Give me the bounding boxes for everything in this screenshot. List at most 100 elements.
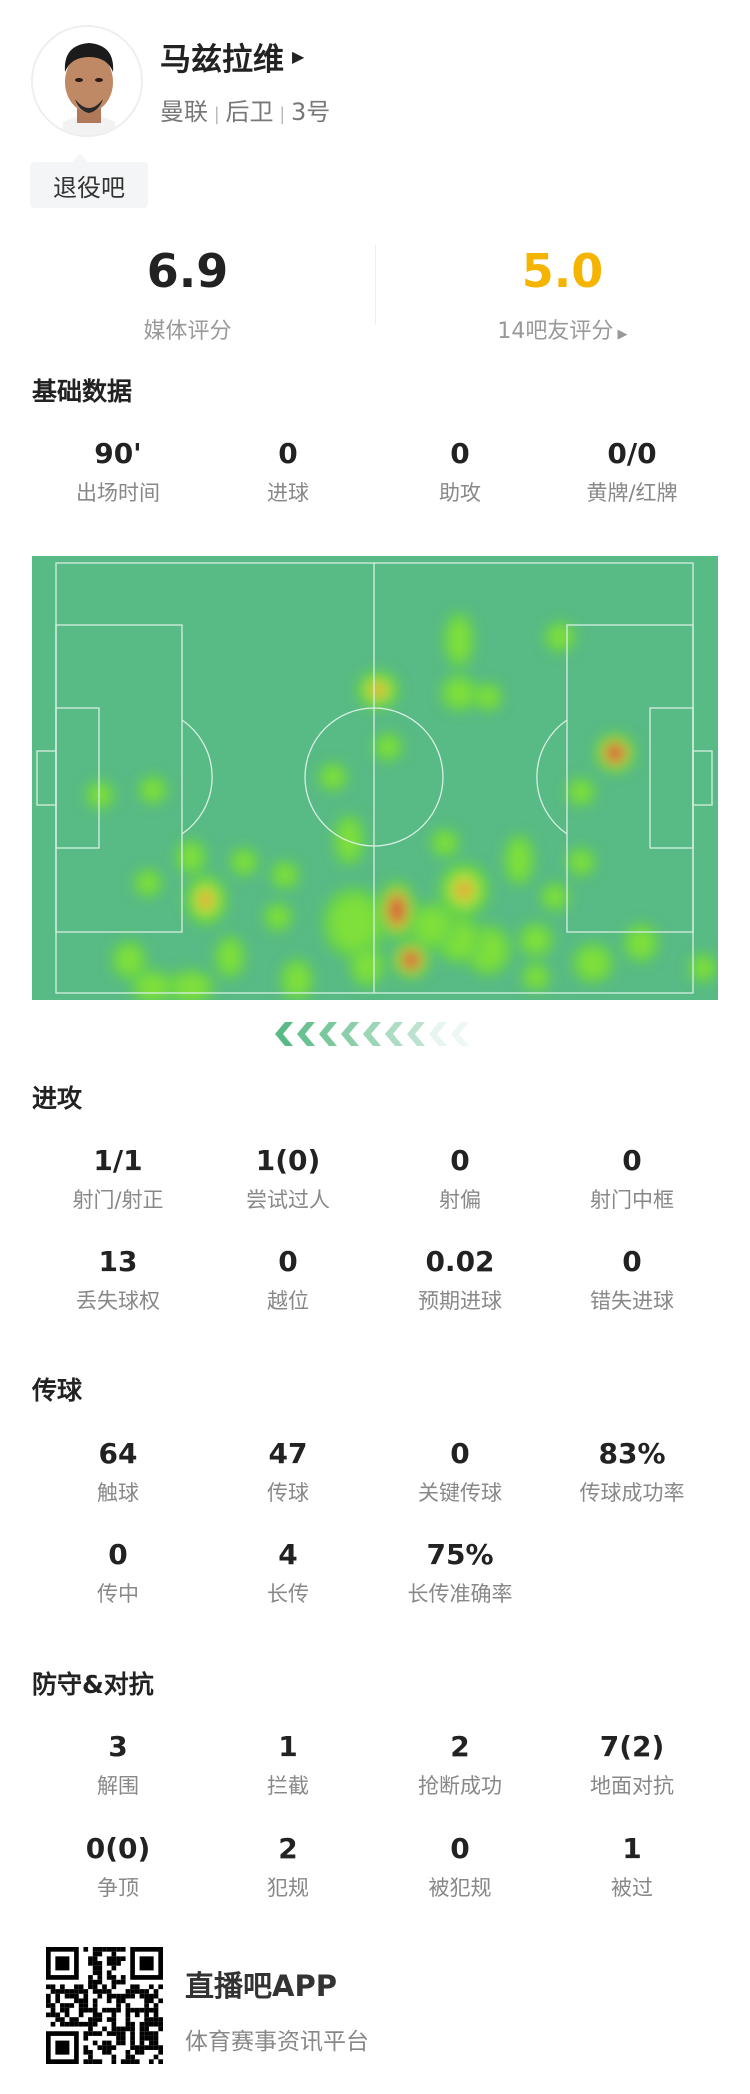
fan-rating[interactable]: 5.0 14吧友评分 ▶ [375, 243, 750, 345]
stat-label: 触球 [97, 1481, 139, 1505]
stat-label: 射门中框 [590, 1188, 674, 1212]
stat-label: 丢失球权 [76, 1289, 160, 1313]
stat-item: 0 传中 [32, 1538, 204, 1608]
stat-item: 0.02 预期进球 [374, 1245, 546, 1315]
stat-item: 75% 长传准确率 [374, 1538, 546, 1608]
stat-value: 7(2) [599, 1730, 665, 1763]
heatmap-spot [220, 942, 240, 972]
stat-item: 0 射偏 [374, 1144, 546, 1214]
stat-row: 3 解围 1 拦截 2 抢断成功 7(2) 地面对抗 [0, 1730, 750, 1800]
stat-value: 0 [450, 437, 470, 470]
stat-item: 0 射门中框 [546, 1144, 718, 1214]
section-title: 防守&对抗 [32, 1670, 154, 1699]
heatmap-spot [175, 975, 207, 999]
stat-item: 64 触球 [32, 1437, 204, 1507]
stat-item: 2 犯规 [202, 1832, 374, 1902]
heatmap-spot [139, 874, 157, 892]
stat-value: 0 [450, 1437, 470, 1470]
stat-label: 助攻 [439, 481, 481, 505]
caret-right-icon: ▶ [613, 327, 628, 342]
heatmap-spot [371, 684, 385, 696]
media-rating-value: 6.9 [146, 244, 229, 298]
stat-value: 2 [278, 1832, 298, 1865]
stat-value: 0 [450, 1832, 470, 1865]
heatmap-spot [527, 968, 545, 986]
stat-label: 关键传球 [418, 1481, 502, 1505]
chevron-left-icon [319, 1022, 337, 1046]
stat-label: 越位 [267, 1289, 309, 1313]
player-position: 后卫 [225, 98, 274, 126]
chevron-left-icon [275, 1022, 293, 1046]
stat-item: 13 丢失球权 [32, 1245, 204, 1315]
fan-comment-tag[interactable]: 退役吧 [30, 154, 148, 208]
stat-label: 射偏 [439, 1188, 481, 1212]
stat-value: 0.02 [425, 1245, 495, 1278]
player-name: 马兹拉维 [160, 42, 284, 78]
stat-row: 1/1 射门/射正 1(0) 尝试过人 0 射偏 0 射门中框 [0, 1144, 750, 1214]
fan-rating-label: 14吧友评分 ▶ [375, 313, 750, 345]
stat-label: 传球 [267, 1481, 309, 1505]
heatmap-spot [91, 786, 109, 804]
stat-row: 90' 出场时间 0 进球 0 助攻 0/0 黄牌/红牌 [0, 437, 750, 507]
heatmap-spot [416, 910, 448, 942]
section-title: 传球 [32, 1376, 83, 1405]
player-name-link[interactable]: 马兹拉维 ▶ [160, 34, 304, 79]
stat-value: 0 [108, 1538, 128, 1571]
stat-item: 0 助攻 [374, 437, 546, 507]
stat-item: 0 关键传球 [374, 1437, 546, 1507]
heatmap-spot [572, 783, 590, 801]
heatmap-spot [379, 738, 397, 756]
player-avatar[interactable] [31, 25, 143, 137]
stat-item: 1 拦截 [202, 1730, 374, 1800]
stat-row: 64 触球 47 传球 0 关键传球 83% 传球成功率 [0, 1437, 750, 1507]
heatmap-spot [509, 842, 529, 878]
stat-label: 长传准确率 [407, 1582, 513, 1606]
stat-label: 射门/射正 [72, 1188, 164, 1212]
player-photo [33, 27, 141, 135]
stat-value: 1(0) [255, 1144, 321, 1177]
heatmap-spot [479, 688, 497, 706]
heatmap-spot [331, 897, 377, 949]
stat-label: 尝试过人 [246, 1188, 330, 1212]
stat-label: 预期进球 [418, 1289, 502, 1313]
stat-item: 1(0) 尝试过人 [202, 1144, 374, 1214]
stat-value: 83% [598, 1437, 666, 1470]
heatmap-spot [389, 895, 405, 925]
stat-item: 0/0 黄牌/红牌 [546, 437, 718, 507]
stat-label: 错失进球 [590, 1289, 674, 1313]
chevron-left-icon [429, 1022, 447, 1046]
stat-row: 0(0) 争顶 2 犯规 0 被犯规 1 被过 [0, 1832, 750, 1902]
heatmap-spot [629, 930, 653, 956]
stat-value: 1/1 [93, 1144, 143, 1177]
chevron-left-icon [341, 1022, 359, 1046]
chevron-left-icon [407, 1022, 425, 1046]
stat-label: 解围 [97, 1774, 139, 1798]
stat-item: 1/1 射门/射正 [32, 1144, 204, 1214]
stat-label: 抢断成功 [418, 1774, 502, 1798]
stat-item: 47 传球 [202, 1437, 374, 1507]
stat-value: 2 [450, 1730, 470, 1763]
heatmap-spot [694, 959, 712, 977]
heatmap-spot [550, 627, 570, 647]
stat-item: 2 抢断成功 [374, 1730, 546, 1800]
stat-value: 64 [98, 1437, 138, 1470]
stat-value: 47 [268, 1437, 308, 1470]
heatmap-spot [546, 888, 564, 906]
app-slogan: 体育赛事资讯平台 [185, 2029, 369, 2055]
stat-row: 13 丢失球权 0 越位 0.02 预期进球 0 错失进球 [0, 1245, 750, 1315]
heatmap-spot [447, 681, 471, 705]
stat-label: 被过 [611, 1876, 653, 1900]
stat-label: 出场时间 [76, 481, 160, 505]
stat-value: 90' [94, 437, 142, 470]
heatmap-spot [524, 928, 548, 952]
stat-item: 83% 传球成功率 [546, 1437, 718, 1507]
stat-label: 进球 [267, 481, 309, 505]
stat-value: 0 [622, 1245, 642, 1278]
heatmap-spot [138, 975, 168, 999]
stat-row: 0 传中 4 长传 75% 长传准确率 [0, 1538, 750, 1608]
app-name: 直播吧APP [185, 1969, 337, 2003]
stat-item: 90' 出场时间 [32, 437, 204, 507]
chevron-left-icon [297, 1022, 315, 1046]
qr-code[interactable] [46, 1947, 163, 2064]
stat-value: 0 [278, 1245, 298, 1278]
